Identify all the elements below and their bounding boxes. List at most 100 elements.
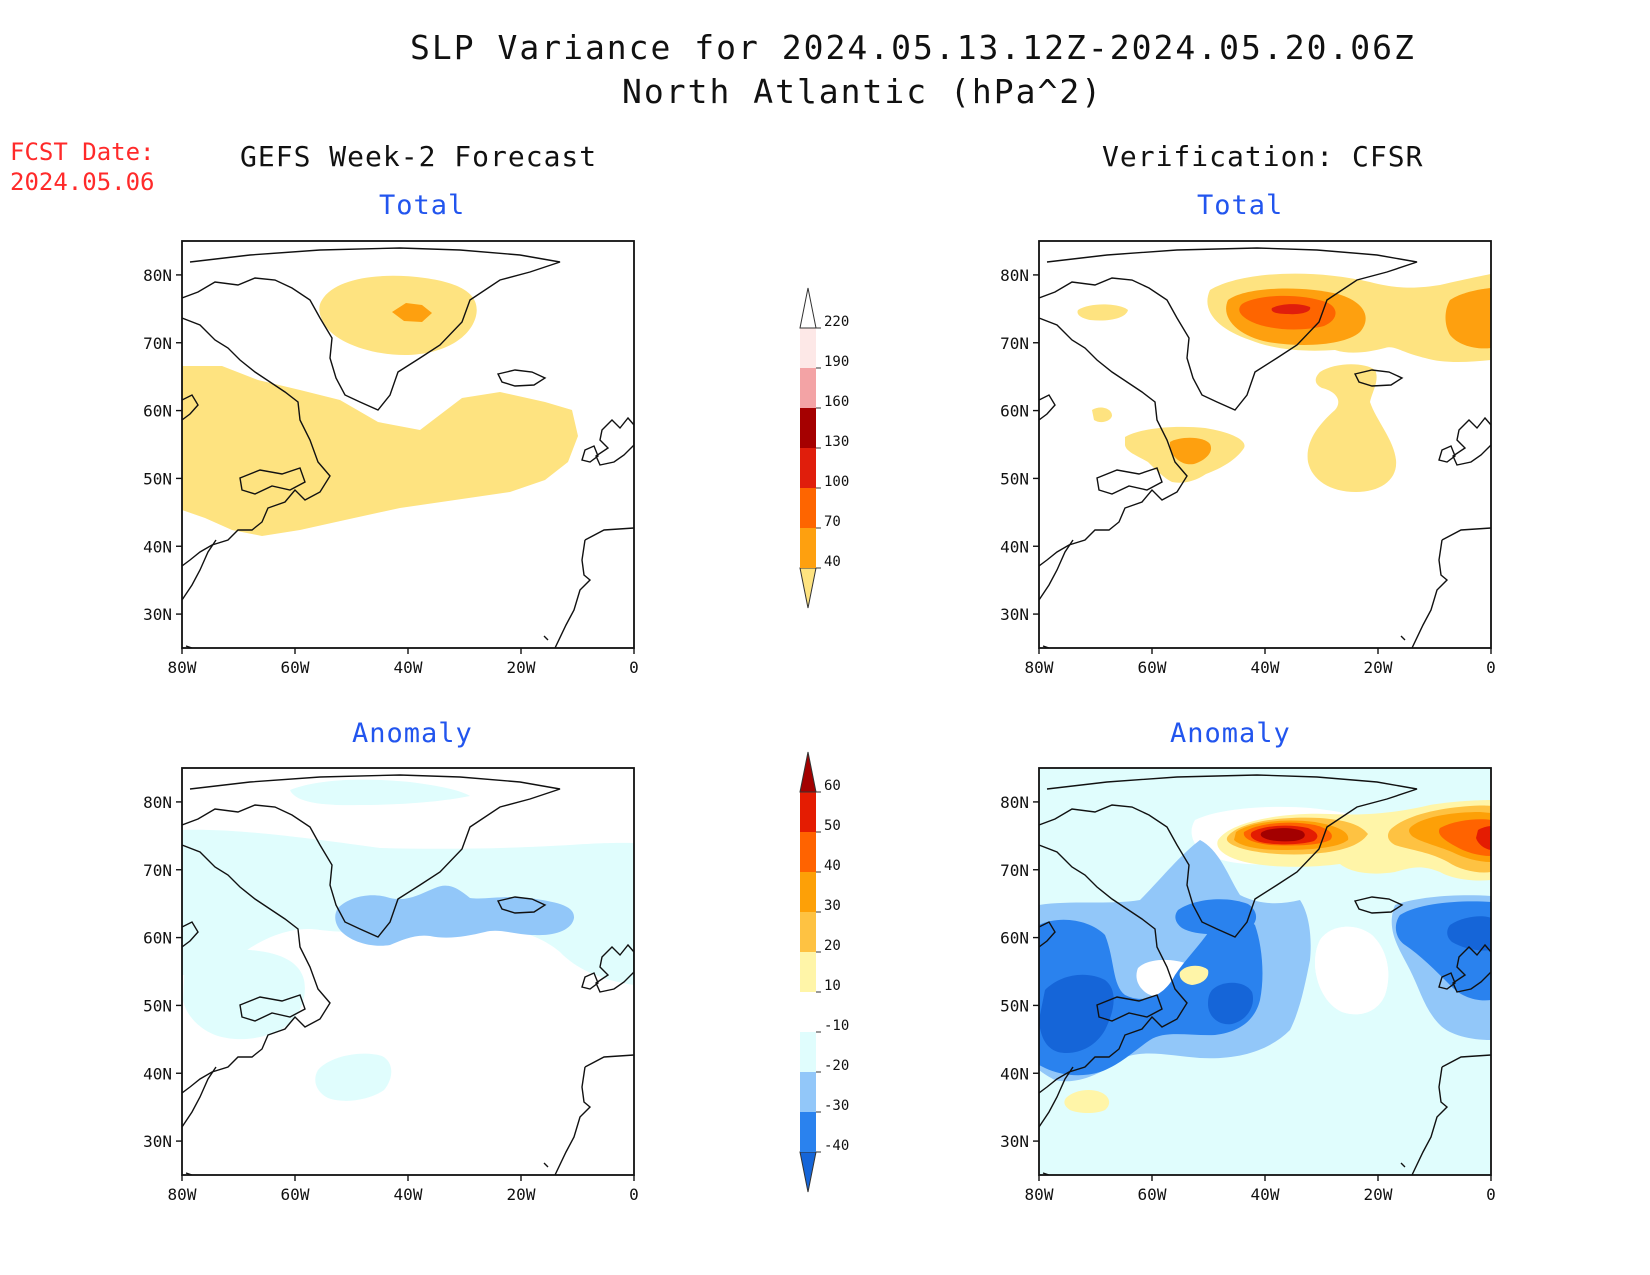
lat-tick-label: 80N: [143, 266, 172, 285]
panel-title-verification-total: Total: [1197, 190, 1284, 221]
lat-tick-label: 70N: [143, 334, 172, 353]
lon-tick-label: 60W: [281, 658, 310, 677]
lat-tick-label: 80N: [1000, 793, 1029, 812]
colorbar-anomaly-label: 60: [824, 778, 841, 794]
contour-fill-neg30-verification-anomaly-n: [1175, 899, 1257, 935]
fcst-date-value: 2024.05.06: [10, 168, 155, 196]
lon-tick-label: 0: [1486, 658, 1496, 677]
lat-tick-label: 50N: [143, 996, 172, 1015]
lon-tick-label: 20W: [1364, 1185, 1393, 1204]
lon-tick-label: 20W: [507, 1185, 536, 1204]
colorbar-anomaly-label: -30: [824, 1098, 849, 1114]
lat-tick-label: 70N: [143, 861, 172, 880]
panel-title-forecast-total: Total: [379, 190, 466, 221]
lat-tick-label: 30N: [1000, 1132, 1029, 1151]
lon-tick-label: 60W: [1138, 658, 1167, 677]
lon-tick-label: 80W: [168, 658, 197, 677]
map-panel-verification-total: 80W 60W 40W 20W 0 80N 70N 60N 50N 40N 30N: [1000, 240, 1496, 677]
panel-title-verification-anomaly: Anomaly: [1170, 718, 1291, 749]
colorbar-total-swatch: [800, 328, 816, 368]
colorbar-anomaly-high-arrow: [799, 751, 817, 793]
contour-fill-40-verification-total-west: [1077, 304, 1128, 321]
lat-tick-label: 40N: [1000, 1064, 1029, 1083]
lat-tick-label: 50N: [1000, 996, 1029, 1015]
colorbar-anomaly: -40 -30 -20 -10 10 20 30 40 50 60: [799, 751, 849, 1193]
lat-tick-label: 40N: [143, 537, 172, 556]
colorbar-anomaly-label: -20: [824, 1058, 849, 1074]
contour-fill-pos60-verification-anomaly: [1260, 828, 1305, 842]
colorbar-anomaly-swatch: [800, 1032, 816, 1072]
coastline-forecast-total: [182, 247, 634, 648]
panel-title-forecast-anomaly: Anomaly: [352, 718, 473, 749]
contour-fill-pos10-verification-anomaly-south: [1064, 1090, 1110, 1113]
contour-fill-pos50-verification-anomaly-east: [1476, 826, 1491, 850]
contour-fill-70-verification-total-east: [1445, 288, 1491, 349]
map-panel-forecast-total: 80W 60W 40W 20W 0 80N 70N 60N 50N 40N 30N: [143, 240, 639, 677]
contour-fill-pos10-verification-anomaly-small: [1179, 965, 1209, 985]
lat-tick-label: 40N: [143, 1064, 172, 1083]
colorbar-total-swatch: [800, 528, 816, 568]
colorbar-anomaly-label: 20: [824, 938, 841, 954]
colorbar-total-label: 190: [824, 354, 849, 370]
lat-tick-label: 60N: [1000, 929, 1029, 948]
contour-fill-neg40-verification-anomaly-mid: [1208, 982, 1254, 1025]
colorbar-anomaly-label: 50: [824, 818, 841, 834]
colorbar-total-label: 40: [824, 554, 841, 570]
colorbar-anomaly-swatch: [800, 832, 816, 872]
lon-tick-label: 60W: [1138, 1185, 1167, 1204]
lat-tick-label: 50N: [143, 469, 172, 488]
colorbar-anomaly-swatch: [800, 1112, 816, 1152]
axis-ticks-verification-total: 80W 60W 40W 20W 0 80N 70N 60N 50N 40N 30N: [1000, 266, 1496, 677]
lon-tick-label: 0: [629, 1185, 639, 1204]
lat-tick-label: 30N: [1000, 605, 1029, 624]
map-panel-verification-anomaly: 80W 60W 40W 20W 0 80N 70N 60N 50N 40N 30N: [1000, 767, 1496, 1204]
colorbar-anomaly-label: -40: [824, 1138, 849, 1154]
main-subtitle: North Atlantic (hPa^2): [622, 72, 1104, 111]
colorbar-anomaly-label: 10: [824, 978, 841, 994]
lat-tick-label: 60N: [143, 402, 172, 421]
lat-tick-label: 50N: [1000, 469, 1029, 488]
colorbar-total: 40 70 100 130 160 190 220: [799, 287, 849, 609]
left-column-title: GEFS Week-2 Forecast: [240, 140, 598, 173]
map-panel-forecast-anomaly: 80W 60W 40W 20W 0 80N 70N 60N 50N 40N 30N: [143, 767, 639, 1204]
lon-tick-label: 40W: [1251, 658, 1280, 677]
contour-fill-70-forecast-total: [392, 303, 432, 322]
colorbar-anomaly-swatch: [800, 872, 816, 912]
lat-tick-label: 70N: [1000, 334, 1029, 353]
right-column-title: Verification: CFSR: [1102, 140, 1424, 173]
colorbar-total-swatch: [800, 368, 816, 408]
contour-fill-70-verification-total-labrador: [1170, 437, 1212, 465]
contour-fill-40-forecast-total: [182, 366, 578, 536]
colorbar-anomaly-swatch: [800, 912, 816, 952]
lat-tick-label: 40N: [1000, 537, 1029, 556]
contour-fill-neg10-forecast-anomaly-north: [290, 779, 470, 806]
coastline-verification-total: [1039, 247, 1491, 648]
contour-fill-neg10-forecast-anomaly-labrador: [183, 949, 305, 1040]
colorbar-anomaly-label: 40: [824, 858, 841, 874]
contour-fill-neg40-verification-anomaly-east: [1447, 916, 1491, 951]
colorbar-total-label: 220: [824, 314, 849, 330]
colorbar-anomaly-swatch: [800, 992, 816, 1032]
contour-fill-pos40-verification-anomaly-east: [1438, 819, 1491, 856]
colorbar-total-swatch: [800, 488, 816, 528]
colorbar-anomaly-label: -10: [824, 1018, 849, 1034]
lat-tick-label: 80N: [1000, 266, 1029, 285]
lat-tick-label: 60N: [1000, 402, 1029, 421]
colorbar-anomaly-label: 30: [824, 898, 841, 914]
contour-fill-40-verification-total-icelandic: [1307, 364, 1397, 492]
coastline-forecast-anomaly: [182, 774, 634, 1175]
axis-ticks-verification-anomaly: 80W 60W 40W 20W 0 80N 70N 60N 50N 40N 30N: [1000, 793, 1496, 1204]
colorbar-anomaly-swatch: [800, 1072, 816, 1112]
colorbar-anomaly-low-arrow: [799, 1151, 817, 1193]
lon-tick-label: 80W: [168, 1185, 197, 1204]
contour-fill-40-verification-total-west2: [1092, 407, 1112, 423]
lon-tick-label: 0: [629, 658, 639, 677]
lat-tick-label: 60N: [143, 929, 172, 948]
lon-tick-label: 40W: [394, 1185, 423, 1204]
lat-tick-label: 80N: [143, 793, 172, 812]
colorbar-anomaly-swatch: [800, 792, 816, 832]
lon-tick-label: 0: [1486, 1185, 1496, 1204]
axis-ticks-forecast-anomaly: 80W 60W 40W 20W 0 80N 70N 60N 50N 40N 30N: [143, 793, 639, 1204]
colorbar-total-swatch: [800, 408, 816, 448]
